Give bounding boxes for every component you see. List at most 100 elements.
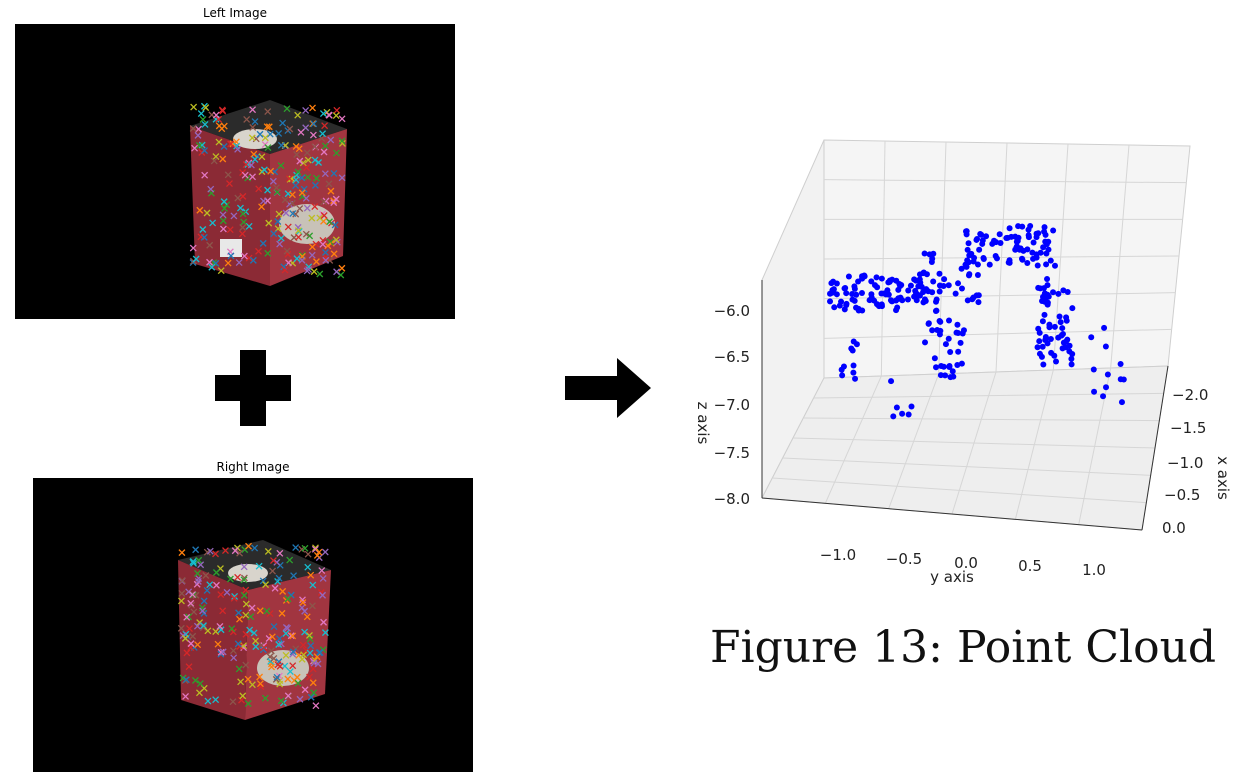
point (930, 278, 937, 285)
feature-marker (309, 581, 317, 589)
feature-marker (321, 122, 329, 130)
point (845, 273, 852, 280)
feature-marker (290, 572, 298, 580)
point (874, 284, 881, 291)
feature-marker (191, 676, 199, 684)
feature-marker (214, 640, 222, 648)
feature-marker (308, 602, 316, 610)
feature-marker (202, 104, 210, 112)
point (1030, 239, 1037, 246)
feature-marker (283, 105, 291, 113)
feature-marker (209, 219, 217, 227)
feature-marker (285, 175, 293, 183)
feature-marker (271, 584, 279, 592)
feature-marker (287, 632, 295, 640)
feature-marker (201, 171, 209, 179)
feature-marker (292, 544, 300, 552)
x-tick-label: 0.5 (1018, 557, 1042, 575)
feature-marker (212, 153, 220, 161)
feature-marker (286, 556, 294, 564)
point (861, 273, 868, 280)
feature-marker (242, 661, 250, 669)
feature-marker (315, 649, 323, 657)
point (921, 296, 928, 303)
feature-marker (203, 209, 211, 217)
feature-marker (306, 673, 313, 681)
point (1034, 262, 1041, 269)
point (940, 363, 947, 370)
feature-marker (199, 226, 207, 233)
plus-icon (215, 350, 291, 426)
feature-marker (199, 607, 207, 615)
feature-marker (236, 615, 243, 623)
feature-marker (319, 240, 327, 248)
point (1051, 352, 1058, 359)
point (908, 403, 915, 410)
feature-marker (332, 236, 340, 244)
feature-marker (270, 557, 277, 565)
feature-marker (298, 604, 306, 612)
point (851, 285, 858, 292)
feature-marker (282, 630, 290, 637)
feature-marker (309, 104, 316, 112)
point (1004, 234, 1011, 241)
point (1063, 338, 1070, 345)
point (873, 274, 880, 281)
feature-marker (221, 204, 228, 212)
z-tick-label: −7.5 (714, 444, 750, 462)
feature-marker (321, 170, 329, 178)
feature-marker (327, 187, 335, 195)
feature-marker (179, 674, 187, 682)
point (1046, 324, 1053, 331)
feature-marker (178, 577, 186, 584)
feature-marker (320, 148, 328, 156)
point (931, 355, 938, 362)
feature-marker (185, 663, 193, 671)
feature-marker (217, 591, 225, 599)
feature-marker (208, 263, 216, 271)
feature-marker (302, 230, 310, 238)
point (963, 263, 970, 270)
point (916, 276, 923, 283)
feature-marker (282, 209, 290, 217)
point (946, 363, 953, 370)
point (882, 291, 889, 298)
feature-marker (299, 641, 307, 649)
feature-marker (301, 686, 309, 694)
feature-marker (259, 577, 267, 585)
point (954, 321, 961, 328)
point (850, 362, 857, 369)
feature-marker (258, 153, 266, 161)
point (905, 287, 912, 294)
point (907, 282, 914, 289)
point (868, 291, 875, 298)
point (1040, 361, 1047, 368)
feature-marker (207, 185, 215, 193)
point (1036, 329, 1043, 336)
point (850, 369, 857, 376)
point (1036, 338, 1043, 345)
point (1034, 344, 1041, 351)
point (1038, 353, 1045, 360)
point (921, 250, 928, 257)
point (839, 372, 846, 379)
feature-marker (248, 604, 256, 612)
feature-marker (212, 550, 219, 558)
feature-marker (256, 130, 264, 138)
feature-marker (182, 693, 190, 700)
feature-marker (218, 106, 226, 114)
feature-marker (303, 149, 311, 157)
feature-marker (241, 171, 249, 179)
feature-marker (242, 586, 250, 594)
feature-marker (206, 258, 214, 266)
feature-marker (236, 549, 244, 557)
feature-marker (190, 608, 198, 616)
feature-marker (333, 268, 341, 276)
feature-marker (269, 177, 277, 185)
point (1090, 366, 1097, 373)
point (974, 261, 981, 268)
point (1017, 245, 1024, 252)
point (878, 290, 885, 297)
feature-marker (310, 689, 318, 697)
feature-marker (196, 680, 204, 687)
